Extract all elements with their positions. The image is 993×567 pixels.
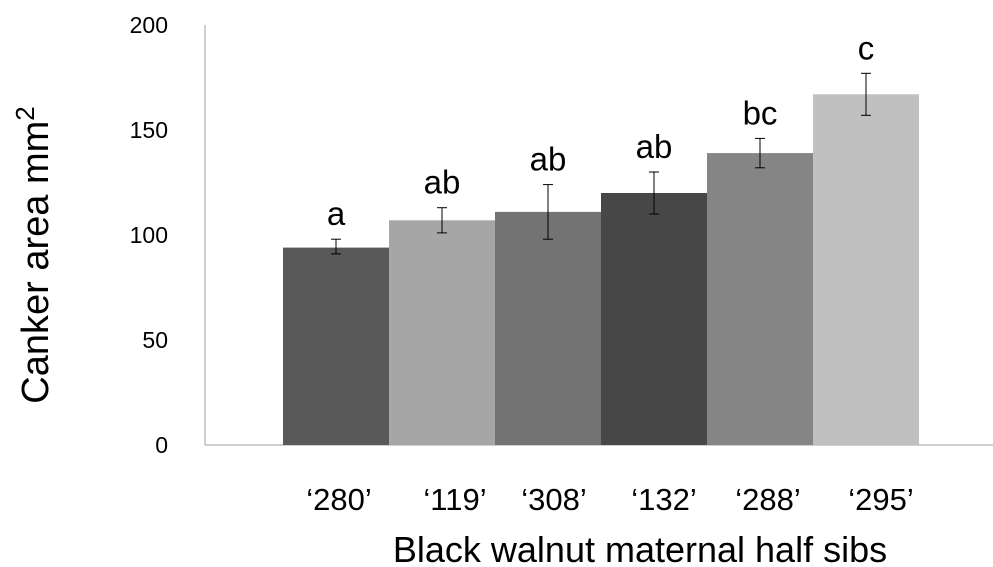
y-tick-label: 0 bbox=[155, 432, 168, 458]
y-tick-label: 50 bbox=[142, 327, 168, 353]
significance-letter: ab bbox=[530, 141, 567, 178]
significance-letter: bc bbox=[743, 94, 778, 131]
error-bar bbox=[437, 207, 447, 234]
error-bar bbox=[755, 137, 765, 169]
error-bar bbox=[331, 238, 341, 255]
x-tick-label: ‘119’ bbox=[423, 482, 486, 517]
x-axis-label: Black walnut maternal half sibs bbox=[393, 529, 887, 567]
x-tick-label: ‘295’ bbox=[848, 482, 914, 517]
significance-letter: ab bbox=[636, 128, 673, 165]
x-tick-label: ‘308’ bbox=[521, 482, 587, 517]
error-bar bbox=[861, 72, 871, 116]
bar bbox=[495, 211, 601, 445]
y-tick-label: 150 bbox=[130, 117, 168, 143]
significance-letter: ab bbox=[424, 164, 461, 201]
significance-letters: a ab ab ab bc c bbox=[327, 29, 874, 232]
x-tick-label: ‘288’ bbox=[735, 482, 801, 517]
bar bbox=[813, 94, 919, 446]
error-bars bbox=[331, 72, 871, 255]
y-tick-label: 200 bbox=[130, 12, 168, 38]
x-tick-label: ‘280’ bbox=[306, 482, 372, 517]
bars bbox=[283, 94, 919, 446]
y-tick-labels: 0 50 100 150 200 bbox=[130, 12, 168, 458]
bar bbox=[707, 153, 813, 445]
error-bar bbox=[649, 171, 659, 215]
significance-letter: a bbox=[327, 195, 346, 232]
significance-letter: c bbox=[858, 29, 875, 66]
x-tick-labels: ‘280’ ‘119’ ‘308’ ‘132’ ‘288’ ‘295’ bbox=[306, 482, 914, 517]
y-axis-label: Canker area mm2 bbox=[10, 106, 57, 403]
bar bbox=[283, 247, 389, 445]
x-tick-label: ‘132’ bbox=[631, 482, 697, 517]
bar bbox=[389, 220, 495, 445]
y-tick-label: 100 bbox=[130, 222, 168, 248]
bar bbox=[601, 193, 707, 445]
error-bar bbox=[543, 184, 553, 240]
